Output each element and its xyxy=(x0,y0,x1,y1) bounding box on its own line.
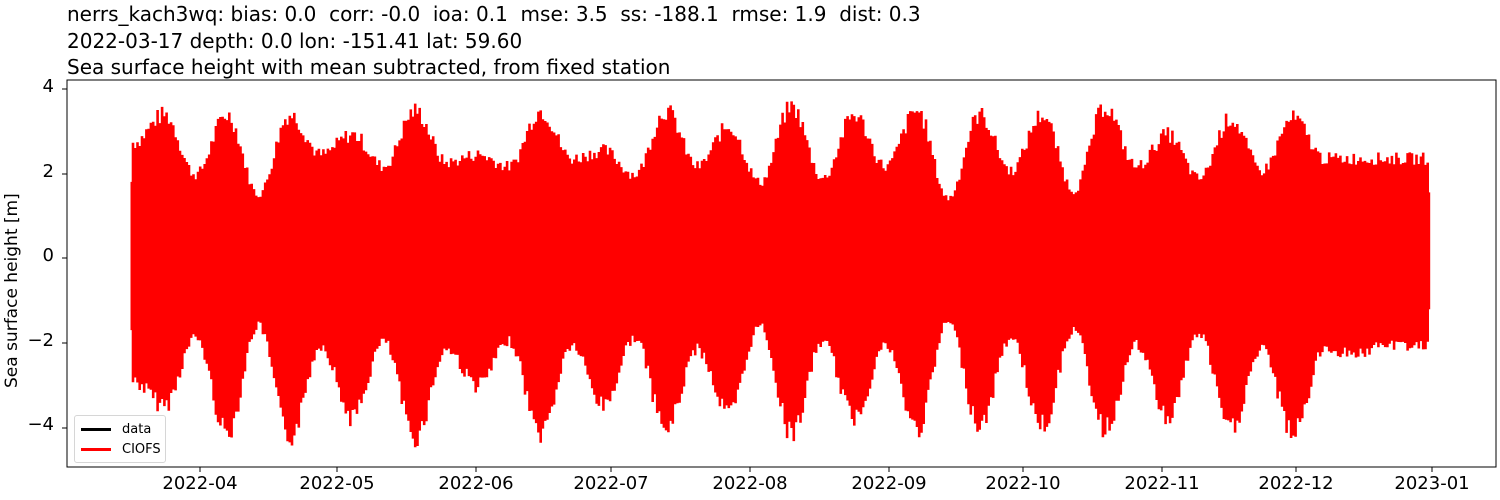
ciofs-series-line xyxy=(130,101,1431,448)
x-tick-label: 2022-11 xyxy=(1124,473,1200,494)
x-tick-label: 2022-05 xyxy=(299,473,375,494)
y-tick-label: −2 xyxy=(27,330,54,351)
legend-label: CIOFS xyxy=(122,441,161,457)
legend: data CIOFS xyxy=(74,415,166,463)
y-tick-label: 4 xyxy=(42,76,54,97)
legend-item-ciofs: CIOFS xyxy=(81,439,161,459)
legend-item-data: data xyxy=(81,419,151,439)
x-tick-label: 2022-10 xyxy=(985,473,1061,494)
axes-frame xyxy=(66,79,1497,468)
chart-title-location: 2022-03-17 depth: 0.0 lon: -151.41 lat: … xyxy=(67,29,523,53)
x-tick-label: 2022-06 xyxy=(438,473,514,494)
y-tick-label: 2 xyxy=(42,161,54,182)
legend-swatch-data xyxy=(81,427,111,431)
chart-title-description: Sea surface height with mean subtracted,… xyxy=(67,55,671,79)
legend-swatch-ciofs xyxy=(81,447,111,451)
x-tick-label: 2022-07 xyxy=(573,473,649,494)
x-tick-label: 2022-04 xyxy=(162,473,238,494)
x-tick-label: 2023-01 xyxy=(1394,473,1470,494)
legend-label: data xyxy=(122,421,152,437)
axis-ticks xyxy=(62,88,1433,472)
x-tick-label: 2022-08 xyxy=(712,473,788,494)
chart-title-stats: nerrs_kach3wq: bias: 0.0 corr: -0.0 ioa:… xyxy=(67,2,921,26)
y-tick-label: 0 xyxy=(42,245,54,266)
y-tick-label: −4 xyxy=(27,414,54,435)
x-tick-label: 2022-12 xyxy=(1258,473,1334,494)
x-tick-label: 2022-09 xyxy=(851,473,927,494)
